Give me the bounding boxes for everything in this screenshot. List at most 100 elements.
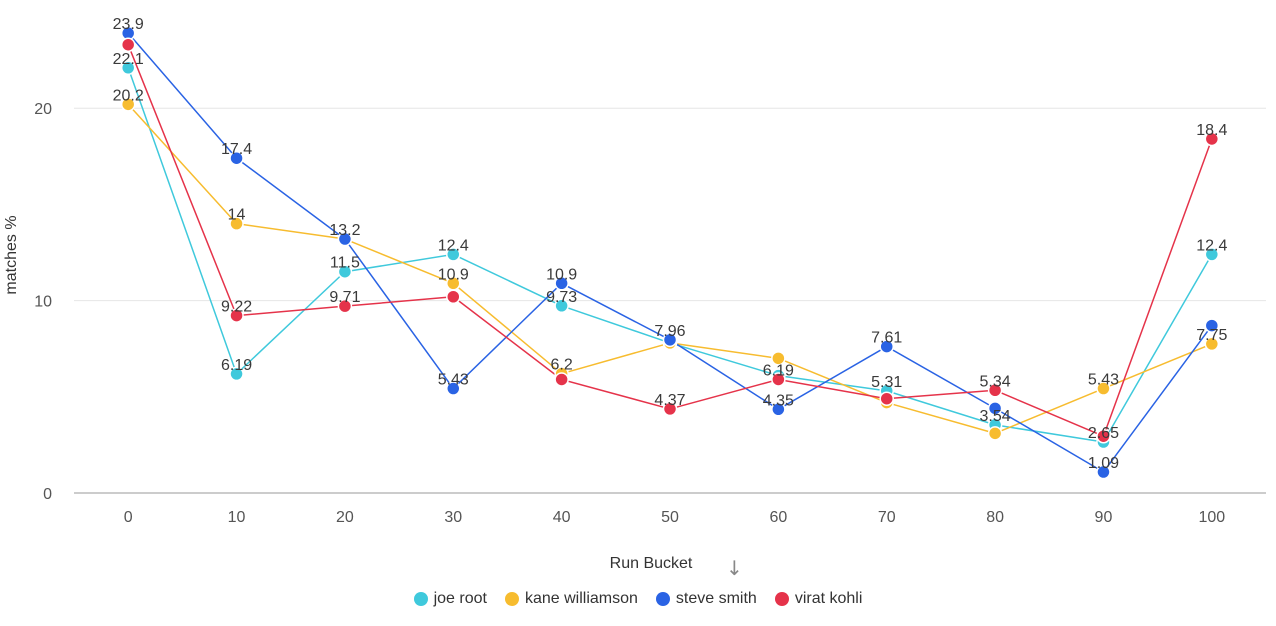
grid-lines — [74, 107, 1266, 494]
data-label: 2.65 — [1088, 425, 1119, 442]
legend-swatch — [504, 592, 519, 606]
data-label: 6.19 — [763, 362, 794, 379]
data-label: 7.61 — [871, 330, 902, 347]
data-label: 7.96 — [654, 323, 685, 340]
data-point — [554, 298, 569, 314]
data-label: 10.9 — [438, 266, 469, 283]
data-label: 9.73 — [546, 289, 577, 306]
data-label: 5.34 — [980, 373, 1011, 390]
data-point — [1204, 318, 1220, 333]
y-tick-label: 10 — [34, 294, 52, 311]
legend-swatch — [655, 592, 670, 606]
x-tick-label: 30 — [444, 509, 462, 526]
data-point — [1096, 381, 1111, 396]
x-tick-label: 90 — [1095, 509, 1113, 526]
data-label: 3.54 — [980, 408, 1011, 425]
data-label: 9.71 — [329, 289, 360, 306]
data-point — [446, 381, 461, 396]
data-point — [987, 383, 1003, 398]
data-point — [987, 401, 1003, 416]
x-axis-title[interactable]: Run Bucket — [610, 555, 693, 572]
data-point — [1096, 428, 1111, 444]
data-label: 4.35 — [763, 392, 794, 409]
x-tick-label: 40 — [553, 509, 571, 526]
data-label: 22.1 — [113, 51, 144, 68]
data-label: 5.43 — [438, 372, 469, 389]
series-line-kane-williamson — [127, 103, 1213, 435]
y-axis-ticks: 0 10 20 — [34, 101, 52, 503]
data-point — [771, 402, 786, 417]
data-point — [337, 231, 353, 247]
data-point — [1204, 247, 1220, 262]
data-point — [337, 298, 353, 314]
data-point — [446, 247, 461, 262]
data-point — [120, 60, 136, 76]
data-point — [229, 150, 244, 166]
y-tick-label: 0 — [43, 486, 52, 503]
legend-item[interactable]: virat kohli — [774, 590, 863, 608]
data-point — [1096, 464, 1111, 480]
data-point — [120, 37, 136, 52]
data-point — [879, 391, 894, 406]
data-point — [229, 366, 244, 382]
data-point — [229, 216, 244, 231]
legend-label: joe root — [433, 590, 487, 607]
data-point — [229, 308, 244, 323]
x-tick-label: 60 — [769, 509, 787, 526]
data-label: 5.43 — [1088, 372, 1119, 389]
data-point — [446, 289, 461, 305]
legend: joe root kane williamson steve smith virat … — [0, 590, 1276, 608]
legend-item[interactable]: joe root — [413, 590, 487, 608]
data-point — [120, 97, 136, 112]
x-axis-ticks: 0 10 20 30 40 50 60 70 80 90 100 — [124, 509, 1226, 526]
x-tick-label: 50 — [661, 509, 679, 526]
x-tick-label: 100 — [1198, 509, 1225, 526]
data-label: 23.9 — [113, 16, 144, 33]
line-chart: 0 10 20 0 10 20 30 40 50 60 70 80 90 100 22.1 6.19 11.… — [3, 16, 1266, 572]
x-tick-label: 70 — [878, 509, 896, 526]
data-point — [987, 426, 1003, 441]
legend-label: steve smith — [675, 590, 757, 607]
y-tick-label: 20 — [34, 101, 52, 118]
legend-label: kane williamson — [524, 590, 638, 607]
data-label: 4.37 — [654, 392, 685, 409]
data-label: 1.09 — [1088, 455, 1119, 472]
data-point — [1204, 131, 1220, 147]
data-label: 6.19 — [221, 357, 252, 374]
data-label: 6.2 — [551, 357, 573, 374]
data-label: 12.4 — [438, 237, 469, 254]
series-line-joe-root — [127, 67, 1213, 443]
data-label: 12.4 — [1196, 237, 1227, 254]
y-axis-title: matches % — [3, 215, 20, 294]
data-point — [771, 372, 786, 387]
data-label: 5.31 — [871, 374, 902, 391]
x-tick-label: 0 — [124, 509, 133, 526]
data-labels: 22.1 6.19 11.5 12.4 9.73 5.31 3.54 2.65 12.4 20.2… — [113, 16, 1228, 472]
arrow-down-icon[interactable]: ↓ — [726, 556, 743, 580]
legend-swatch — [413, 592, 428, 606]
legend-label: virat kohli — [794, 590, 863, 607]
data-label: 9.22 — [221, 299, 252, 316]
legend-item[interactable]: kane williamson — [504, 590, 638, 608]
data-label: 18.4 — [1196, 122, 1227, 139]
data-label: 10.9 — [546, 266, 577, 283]
legend-item[interactable]: steve smith — [655, 590, 757, 608]
data-point — [662, 401, 678, 417]
data-point — [337, 264, 353, 279]
series-points — [120, 25, 1220, 480]
data-point — [662, 332, 678, 348]
x-tick-label: 20 — [336, 509, 354, 526]
data-point — [554, 372, 569, 387]
x-tick-label: 80 — [986, 509, 1004, 526]
data-label: 11.5 — [330, 255, 360, 272]
data-label: 17.4 — [221, 141, 252, 158]
data-label: 14 — [228, 207, 246, 224]
data-point — [771, 351, 786, 366]
data-label: 7.75 — [1196, 327, 1227, 344]
data-label: 20.2 — [113, 87, 144, 104]
legend-swatch — [774, 592, 789, 606]
data-point — [554, 276, 569, 291]
data-label: 13.2 — [329, 222, 360, 239]
x-tick-label: 10 — [228, 509, 246, 526]
series-line-virat-kohli — [127, 44, 1213, 437]
